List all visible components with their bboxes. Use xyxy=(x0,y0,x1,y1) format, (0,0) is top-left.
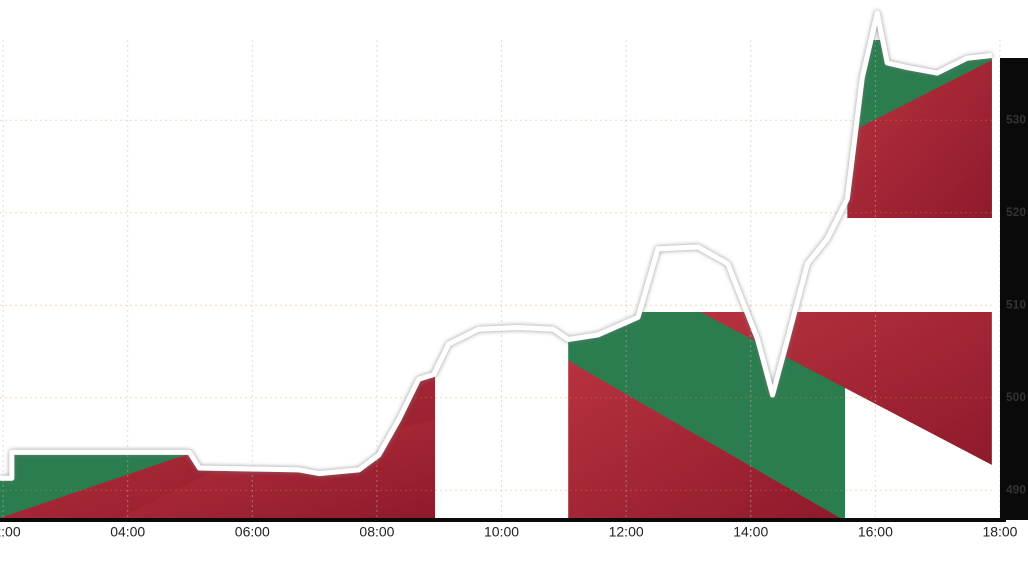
x-axis-bar xyxy=(0,518,1006,522)
x-tick-label: 06:00 xyxy=(235,524,270,540)
x-tick-label: 12:00 xyxy=(609,524,644,540)
y-tick-label: 490 xyxy=(1006,482,1026,496)
y-tick-label: 520 xyxy=(1006,205,1026,219)
x-tick-label: 10:00 xyxy=(484,524,519,540)
price-line xyxy=(0,10,993,481)
y-tick-label: 510 xyxy=(1006,297,1026,311)
fill-area xyxy=(0,12,992,518)
x-tick-label: 02:00 xyxy=(0,524,21,540)
fill-gap xyxy=(847,218,992,312)
x-tick-label: 08:00 xyxy=(359,524,394,540)
y-axis-bar xyxy=(1000,58,1028,520)
x-tick-label: 16:00 xyxy=(858,524,893,540)
fill-gap xyxy=(446,12,569,518)
x-tick-label: 04:00 xyxy=(110,524,145,540)
x-tick-label: 14:00 xyxy=(733,524,768,540)
y-tick-label: 500 xyxy=(1006,390,1026,404)
x-tick-label: 18:00 xyxy=(982,524,1017,540)
y-tick-label: 530 xyxy=(1006,112,1026,126)
